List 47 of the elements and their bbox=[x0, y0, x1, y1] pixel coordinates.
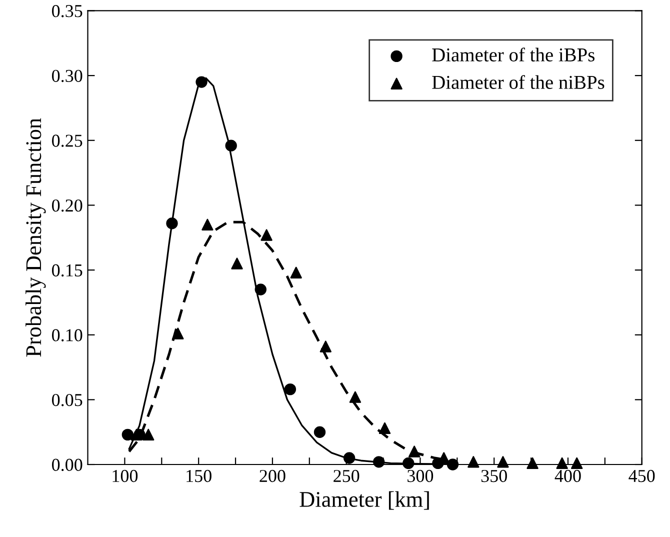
point bbox=[225, 140, 237, 152]
legend-label: Diameter of the iBPs bbox=[432, 48, 594, 62]
y-tick-label: 0.00 bbox=[52, 458, 82, 472]
y-tick-label: 0.05 bbox=[52, 394, 82, 406]
y-tick-label: 0.10 bbox=[52, 329, 82, 342]
y-axis-title: Probably Density Function bbox=[26, 118, 46, 357]
y-tick-label: 0.20 bbox=[52, 199, 82, 212]
point bbox=[130, 428, 142, 441]
y-tick-label: 0.25 bbox=[52, 134, 82, 147]
point bbox=[290, 266, 302, 278]
y-tick-label: 0.15 bbox=[52, 264, 82, 277]
x-tick-label: 150 bbox=[186, 470, 212, 482]
point bbox=[446, 458, 459, 470]
point bbox=[196, 76, 208, 88]
x-tick-label: 400 bbox=[554, 470, 581, 482]
point bbox=[166, 218, 178, 230]
x-tick-label: 100 bbox=[112, 470, 138, 482]
point bbox=[349, 391, 362, 403]
point bbox=[402, 457, 414, 470]
point bbox=[408, 446, 420, 458]
x-tick-label: 200 bbox=[260, 470, 286, 482]
point bbox=[497, 456, 509, 468]
point bbox=[373, 456, 385, 468]
point bbox=[343, 452, 356, 464]
y-tick-label: 0.35 bbox=[52, 4, 82, 18]
point bbox=[526, 457, 538, 470]
point bbox=[172, 328, 184, 340]
point bbox=[284, 383, 296, 396]
point bbox=[254, 284, 266, 296]
point bbox=[556, 457, 568, 470]
legend-label: Diameter of the niBPs bbox=[432, 75, 604, 89]
point bbox=[468, 456, 480, 468]
point bbox=[202, 218, 214, 231]
point bbox=[320, 340, 332, 352]
point bbox=[122, 428, 134, 441]
point bbox=[231, 258, 243, 270]
y-tick-label: 0.30 bbox=[52, 70, 82, 82]
x-tick-label: 250 bbox=[334, 470, 360, 482]
x-tick-label: 300 bbox=[408, 470, 434, 482]
point bbox=[260, 229, 272, 241]
x-tick-label: 350 bbox=[481, 470, 507, 482]
point bbox=[378, 422, 391, 434]
point bbox=[142, 428, 154, 441]
x-tick-label: 450 bbox=[628, 470, 655, 482]
point bbox=[314, 426, 326, 438]
point bbox=[571, 457, 583, 470]
x-axis-title: Diameter [km] bbox=[300, 491, 429, 510]
